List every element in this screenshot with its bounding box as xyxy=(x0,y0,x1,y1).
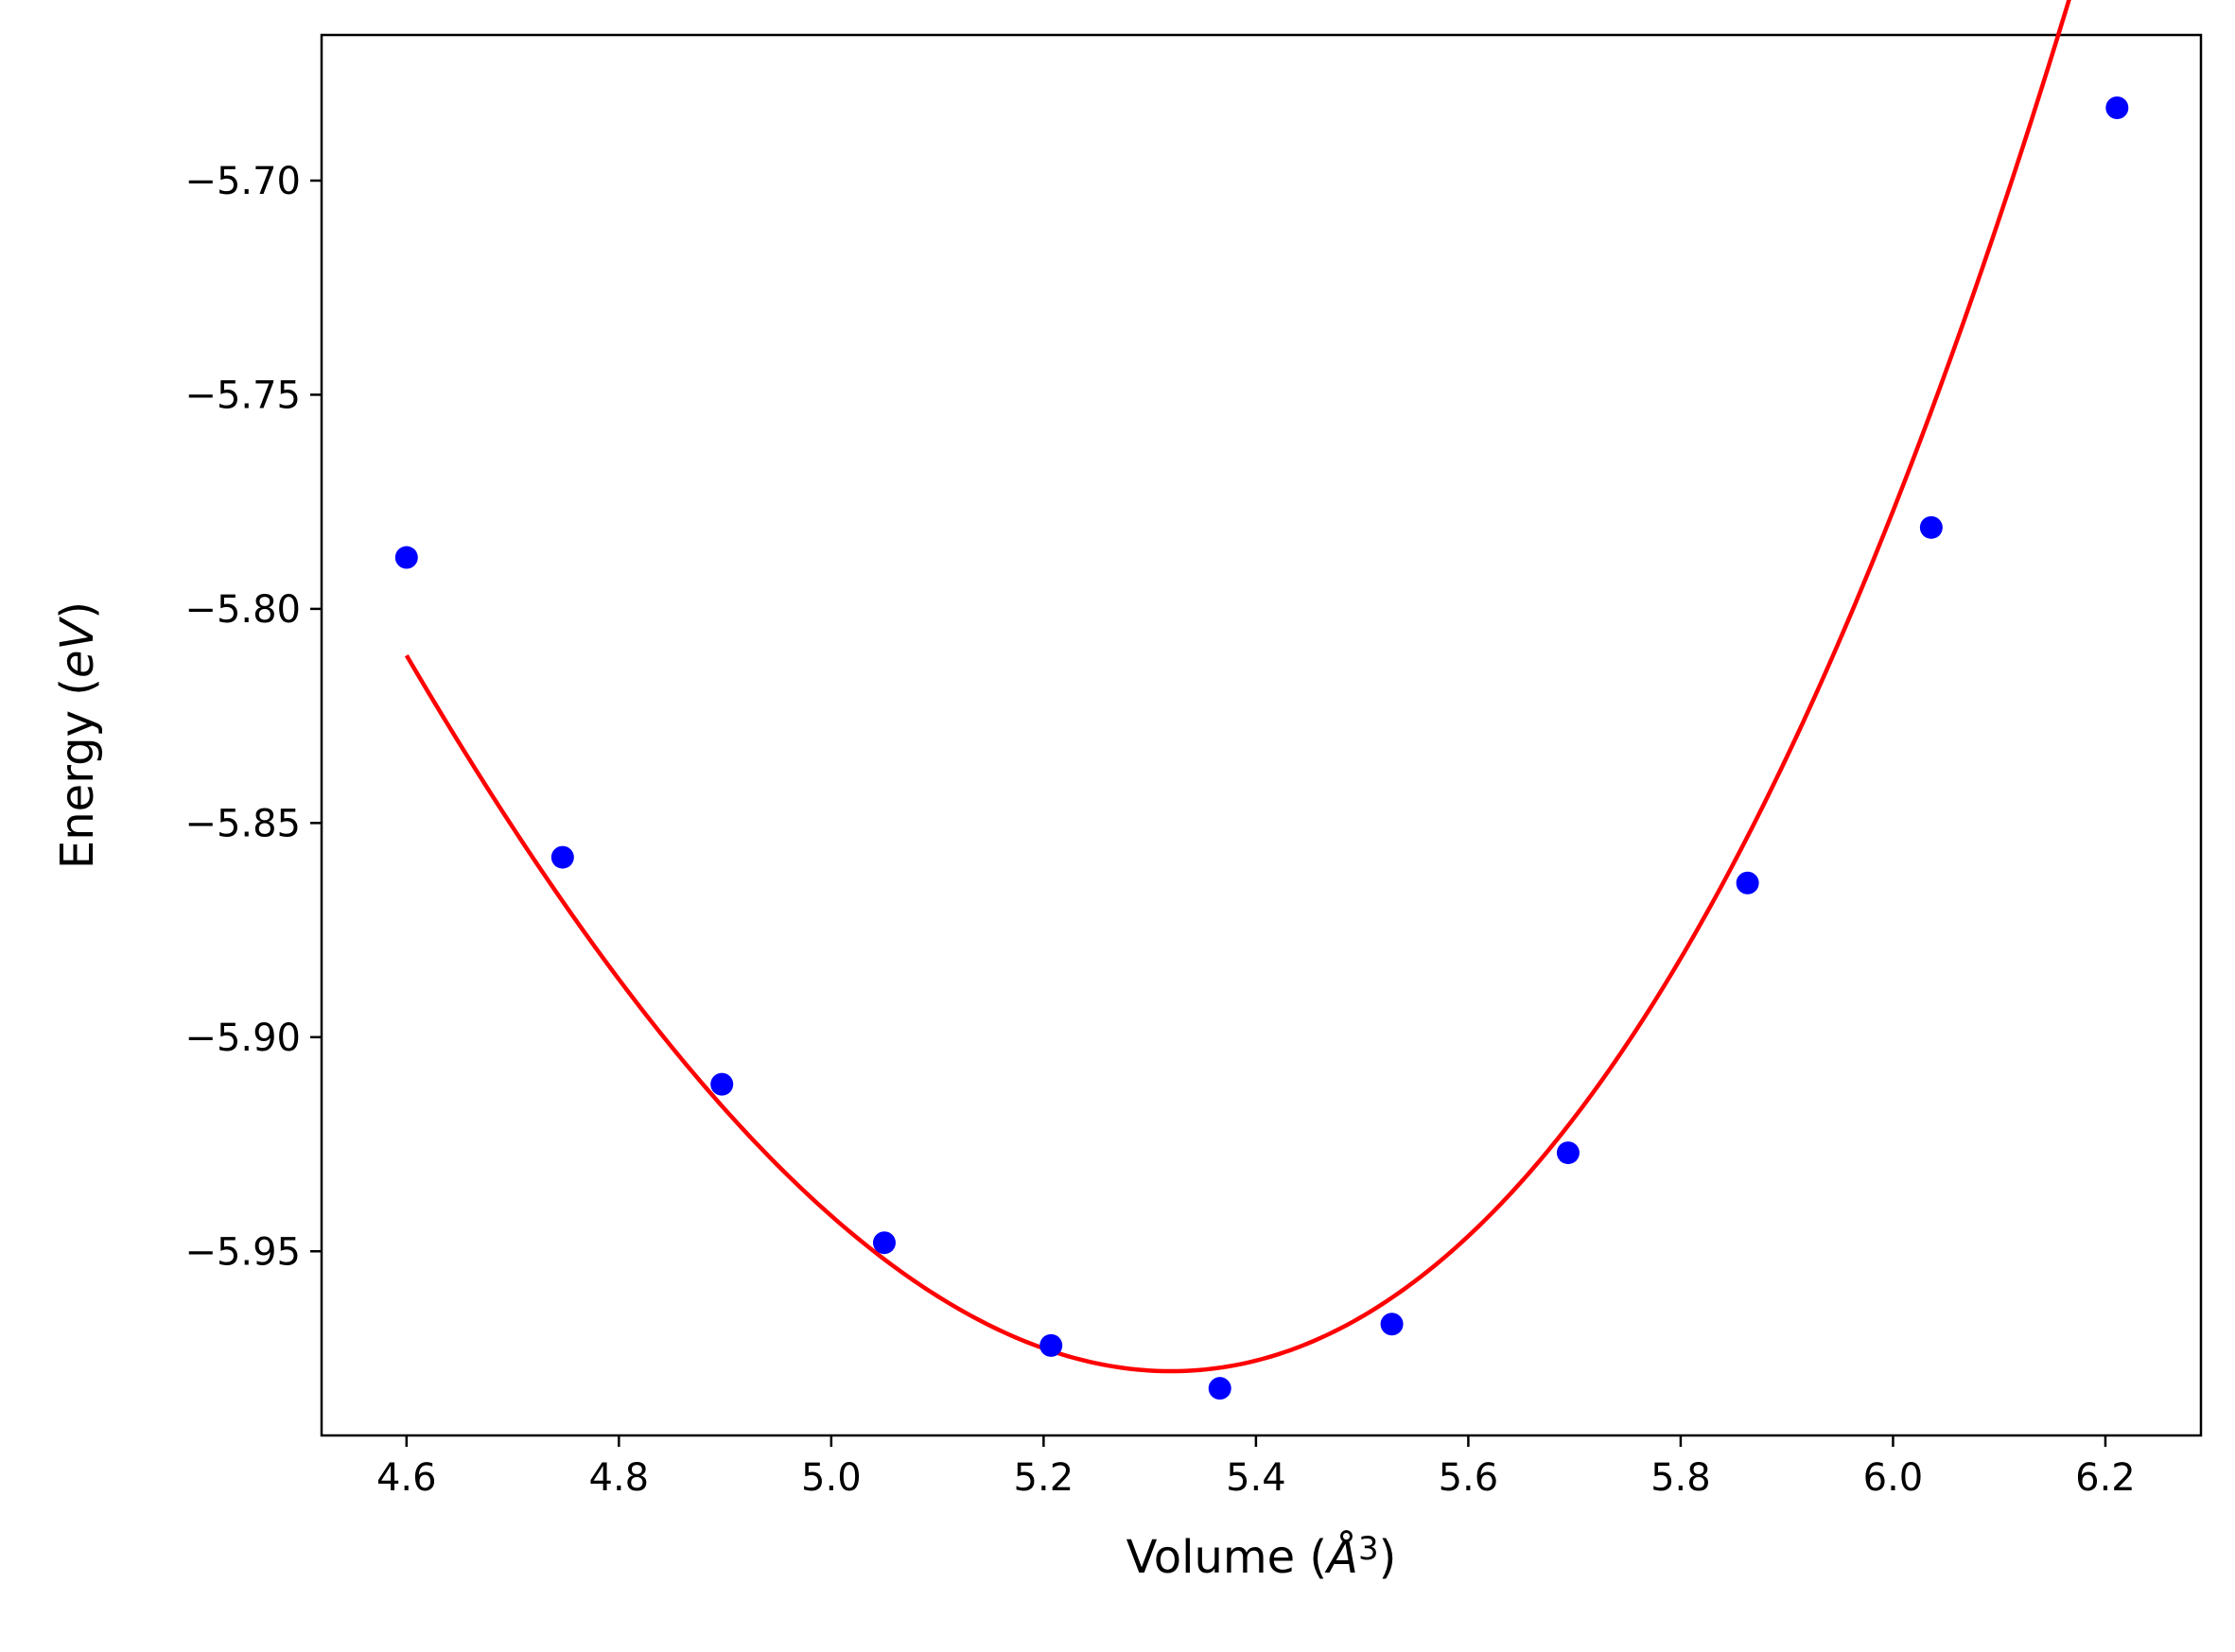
x-tick-label: 5.0 xyxy=(801,1456,862,1500)
x-tick-label: 4.8 xyxy=(589,1456,650,1500)
x-tick-label: 6.0 xyxy=(1863,1456,1924,1500)
data-point xyxy=(2105,96,2129,119)
plot-frame xyxy=(320,33,2203,1437)
y-tick-label: −5.80 xyxy=(184,588,301,632)
y-axis-label: Energy (eV) xyxy=(51,601,104,869)
data-point xyxy=(1556,1141,1580,1165)
data-point xyxy=(710,1072,734,1096)
y-axis-label-unit: eV xyxy=(51,617,104,679)
x-axis-label: Volume (Å3) xyxy=(1126,1530,1397,1584)
data-point xyxy=(394,546,418,569)
data-point xyxy=(872,1231,896,1255)
x-axis-label-main: Volume ( xyxy=(1126,1531,1328,1584)
data-point xyxy=(1919,515,1943,539)
fit-curve xyxy=(404,0,2071,1374)
x-tick-label: 5.2 xyxy=(1014,1456,1074,1500)
x-tick-label: 6.2 xyxy=(2075,1456,2136,1500)
x-tick-label: 4.6 xyxy=(376,1456,437,1500)
y-tick-label: −5.90 xyxy=(184,1017,301,1060)
x-axis: 4.6 4.8 5.0 5.2 5.4 5.6 5.8 6.0 6.2 xyxy=(376,1435,2136,1500)
fit-curve-layer xyxy=(404,0,2071,1374)
y-axis-label-main: Energy ( xyxy=(51,678,104,869)
y-axis-label-close: ) xyxy=(51,601,104,619)
y-tick-label: −5.85 xyxy=(184,802,301,845)
x-axis-label-unit: Å xyxy=(1324,1530,1358,1584)
x-tick-label: 5.4 xyxy=(1226,1456,1286,1500)
data-point xyxy=(550,845,574,869)
data-point xyxy=(1380,1313,1404,1336)
data-point xyxy=(1208,1377,1231,1400)
plot-area xyxy=(320,33,2203,1437)
x-tick-label: 5.8 xyxy=(1650,1456,1711,1500)
x-axis-label-close: ) xyxy=(1379,1531,1397,1584)
data-points-layer xyxy=(394,96,2129,1400)
data-point xyxy=(1736,871,1759,895)
data-point xyxy=(1039,1333,1063,1357)
y-tick-label: −5.75 xyxy=(184,374,301,417)
y-tick-label: −5.95 xyxy=(184,1230,301,1274)
y-tick-label: −5.70 xyxy=(184,160,301,203)
y-axis: −5.70 −5.75 −5.80 −5.85 −5.90 −5.95 xyxy=(184,160,322,1274)
x-tick-label: 5.6 xyxy=(1439,1456,1499,1500)
x-axis-label-exponent: 3 xyxy=(1358,1530,1379,1568)
